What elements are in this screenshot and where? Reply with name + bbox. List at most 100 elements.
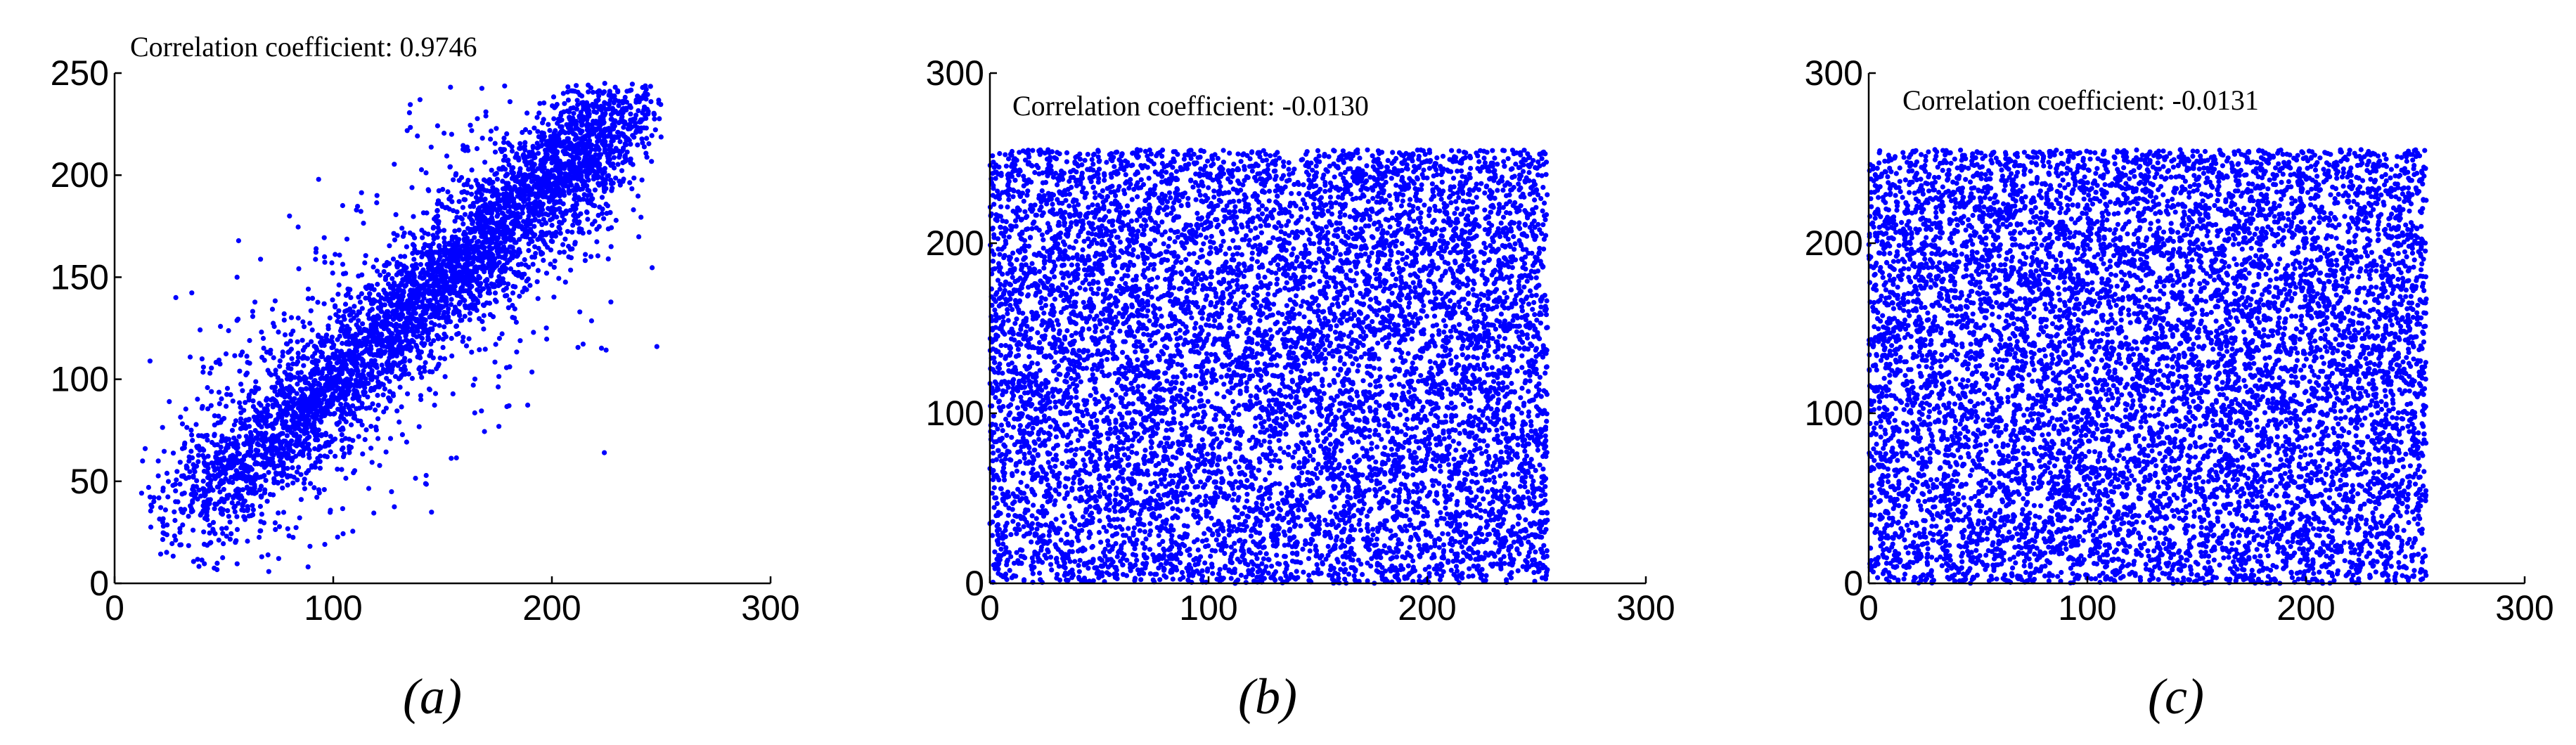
scatter-point bbox=[336, 282, 342, 288]
scatter-point bbox=[162, 507, 168, 513]
scatter-point bbox=[399, 226, 405, 231]
scatter-point bbox=[626, 138, 632, 143]
scatter-point bbox=[375, 268, 380, 274]
scatter-point bbox=[451, 177, 456, 183]
scatter-point bbox=[412, 305, 418, 311]
scatter-point bbox=[423, 170, 429, 176]
scatter-point bbox=[271, 402, 277, 408]
scatter-point bbox=[536, 150, 541, 156]
scatter-point bbox=[505, 181, 511, 186]
scatter-point bbox=[264, 419, 269, 425]
scatter-point bbox=[315, 299, 321, 305]
scatter-point bbox=[245, 490, 252, 496]
scatter-point bbox=[557, 177, 562, 183]
scatter-point bbox=[189, 290, 195, 296]
scatter-point bbox=[1261, 439, 1267, 444]
scatter-point bbox=[476, 219, 482, 224]
scatter-point bbox=[453, 323, 460, 329]
scatter-point bbox=[281, 510, 287, 515]
scatter-point bbox=[600, 111, 606, 117]
scatter-point bbox=[205, 462, 211, 467]
scatter-point bbox=[365, 312, 371, 318]
scatter-point bbox=[303, 408, 309, 413]
scatter-point bbox=[178, 542, 184, 548]
scatter-point bbox=[195, 557, 200, 562]
scatter-point bbox=[621, 176, 626, 182]
scatter-point bbox=[230, 399, 236, 404]
scatter-point bbox=[177, 460, 183, 465]
scatter-point bbox=[496, 196, 501, 202]
scatter-point bbox=[602, 81, 607, 86]
scatter-point bbox=[593, 143, 599, 149]
scatter-point bbox=[146, 484, 151, 491]
scatter-point bbox=[305, 564, 311, 570]
scatter-point bbox=[619, 131, 625, 137]
scatter-point bbox=[469, 349, 475, 355]
scatter-point bbox=[294, 469, 300, 475]
scatter-point bbox=[290, 413, 295, 419]
scatter-point bbox=[501, 140, 507, 145]
scatter-point bbox=[574, 106, 579, 112]
scatter-point bbox=[558, 231, 563, 236]
scatter-point bbox=[280, 408, 285, 415]
scatter-point bbox=[504, 131, 510, 136]
scatter-point bbox=[202, 505, 207, 510]
scatter-point bbox=[591, 202, 596, 208]
scatter-point bbox=[423, 472, 429, 479]
scatter-point bbox=[187, 354, 193, 360]
scatter-point bbox=[1014, 531, 1019, 536]
scatter-point bbox=[330, 392, 336, 398]
scatter-point bbox=[502, 83, 508, 89]
scatter-point bbox=[209, 365, 214, 371]
scatter-point bbox=[311, 360, 316, 365]
scatter-point bbox=[549, 143, 555, 148]
scatter-point bbox=[636, 95, 643, 101]
scatter-point bbox=[273, 526, 278, 533]
scatter-point bbox=[452, 269, 458, 275]
scatter-point bbox=[266, 469, 271, 475]
scatter-point bbox=[482, 269, 487, 275]
scatter-point bbox=[258, 257, 264, 262]
scatter-point bbox=[437, 355, 443, 361]
scatter-point bbox=[546, 170, 552, 176]
scatter-point bbox=[449, 234, 455, 240]
scatter-point bbox=[449, 131, 455, 137]
scatter-point bbox=[332, 410, 337, 416]
scatter-point bbox=[328, 507, 333, 513]
scatter-point bbox=[558, 140, 564, 145]
scatter-point bbox=[213, 460, 219, 465]
scatter-point bbox=[199, 433, 205, 439]
scatter-point bbox=[363, 427, 369, 433]
scatter-point bbox=[208, 403, 214, 408]
scatter-point bbox=[489, 259, 494, 264]
scatter-point bbox=[427, 250, 432, 256]
scatter-point bbox=[513, 178, 518, 183]
scatter-point bbox=[352, 304, 357, 309]
scatter-point bbox=[173, 537, 179, 543]
scatter-point bbox=[539, 182, 545, 188]
scatter-point bbox=[285, 452, 291, 458]
scatter-point bbox=[169, 540, 175, 547]
scatter-point bbox=[193, 484, 199, 489]
scatter-point bbox=[392, 339, 397, 345]
scatter-point bbox=[487, 220, 493, 226]
scatter-point bbox=[198, 327, 203, 332]
scatter-point bbox=[271, 320, 276, 326]
scatter-point bbox=[599, 211, 605, 216]
scatter-point bbox=[354, 313, 359, 318]
scatter-point bbox=[359, 422, 365, 428]
scatter-point bbox=[298, 472, 304, 477]
scatter-point bbox=[656, 101, 662, 106]
scatter-point bbox=[378, 309, 384, 314]
scatter-point bbox=[189, 508, 195, 514]
scatter-point bbox=[203, 514, 209, 520]
scatter-point bbox=[318, 405, 324, 410]
scatter-point bbox=[247, 429, 253, 435]
scatter-point bbox=[585, 193, 591, 198]
scatter-point bbox=[408, 345, 414, 351]
scatter-point bbox=[501, 136, 507, 141]
scatter-point bbox=[302, 344, 308, 350]
scatter-point bbox=[585, 187, 591, 193]
scatter-point bbox=[437, 251, 443, 257]
scatter-point bbox=[1519, 410, 1524, 416]
